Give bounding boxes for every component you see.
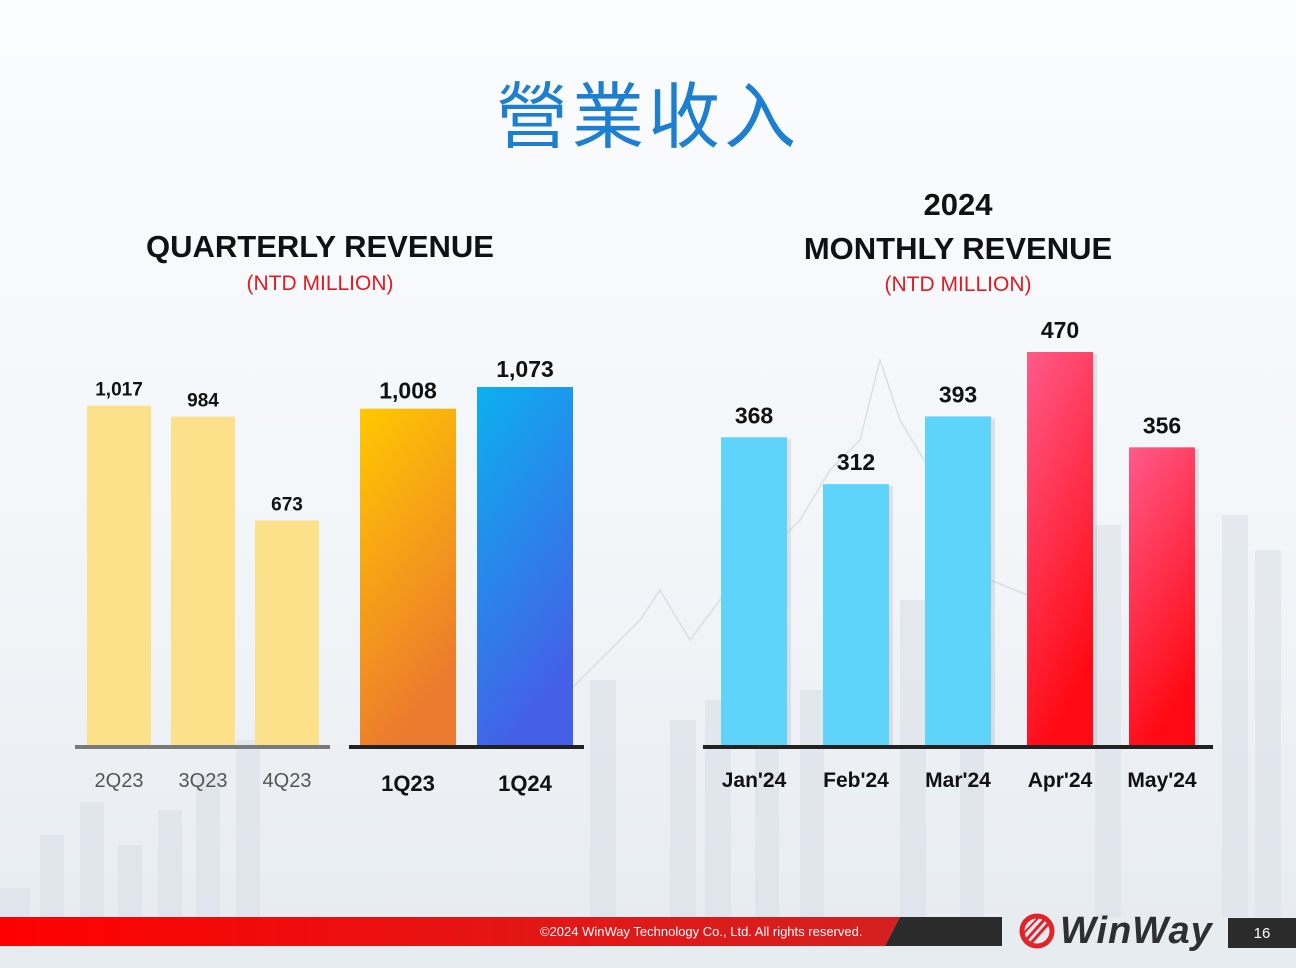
quarterly-bar-3Q23 [171,416,235,745]
quarterly-category-label: 1Q24 [498,771,553,796]
background-bar [236,740,260,917]
monthly-chart-title: MONTHLY REVENUE [803,231,1113,266]
quarterly-axis-year-over-year [349,745,584,749]
monthly-chart-year: 2024 [923,187,993,222]
quarterly-category-label: 2Q23 [95,770,144,792]
quarterly-value-label: 1,017 [95,380,143,401]
background-bar [0,888,30,917]
monthly-category-label: Mar'24 [925,769,991,792]
quarterly-value-label: 673 [271,494,303,515]
slide-title: 營業收入 [495,75,800,159]
background-bar [1255,550,1281,917]
monthly-value-label: 312 [837,449,875,475]
winway-logo: WinWay [1018,908,1213,954]
background-bar [196,775,220,917]
monthly-axis [703,745,1213,749]
winway-logo-text: WinWay [1060,909,1213,952]
quarterly-bar-1Q24 [477,387,573,745]
quarterly-category-label: 1Q23 [381,771,435,796]
footer-bar [0,917,900,946]
background-bar [80,802,104,917]
quarterly-value-label: 1,073 [496,356,554,382]
monthly-value-label: 470 [1041,317,1079,343]
quarterly-bar-2Q23 [87,405,151,745]
quarterly-value-label: 984 [187,391,219,412]
monthly-category-label: May'24 [1127,769,1197,792]
monthly-category-label: Feb'24 [823,769,889,792]
monthly-category-label: Apr'24 [1028,769,1093,792]
quarterly-category-label: 3Q23 [179,770,228,792]
monthly-bar-Jan'24 [721,437,787,745]
page-number: 16 [1228,918,1296,948]
background-bar [1095,525,1121,917]
monthly-category-label: Jan'24 [722,769,787,792]
quarterly-chart-unit: (NTD MILLION) [246,272,394,295]
quarterly-value-label: 1,008 [379,378,437,404]
footer-copyright: ©2024 WinWay Technology Co., Ltd. All ri… [540,924,863,939]
background-bar [1222,515,1248,917]
quarterly-chart-title: QUARTERLY REVENUE [146,229,494,264]
background-bar [118,845,142,917]
footer-accent [885,917,1002,946]
background-bar [755,730,779,917]
monthly-value-label: 356 [1143,412,1181,438]
background-bar [158,810,182,917]
winway-logo-icon [1019,913,1055,949]
quarterly-bar-4Q23 [255,520,319,745]
monthly-bar-Mar'24 [925,416,991,745]
background-bar [670,720,696,917]
monthly-value-label: 393 [939,381,977,407]
background-bar [800,690,824,917]
background-bar [900,600,926,917]
background-bar [40,835,64,917]
monthly-bar-May'24 [1129,447,1195,745]
monthly-chart-unit: (NTD MILLION) [884,273,1032,296]
quarterly-category-label: 4Q23 [263,770,312,792]
quarterly-bar-1Q23 [360,408,456,745]
monthly-bar-Apr'24 [1027,352,1093,745]
monthly-value-label: 368 [735,402,774,428]
monthly-bar-Feb'24 [823,484,889,745]
quarterly-axis-recent-quarters [75,745,330,749]
background-bar [590,680,616,917]
